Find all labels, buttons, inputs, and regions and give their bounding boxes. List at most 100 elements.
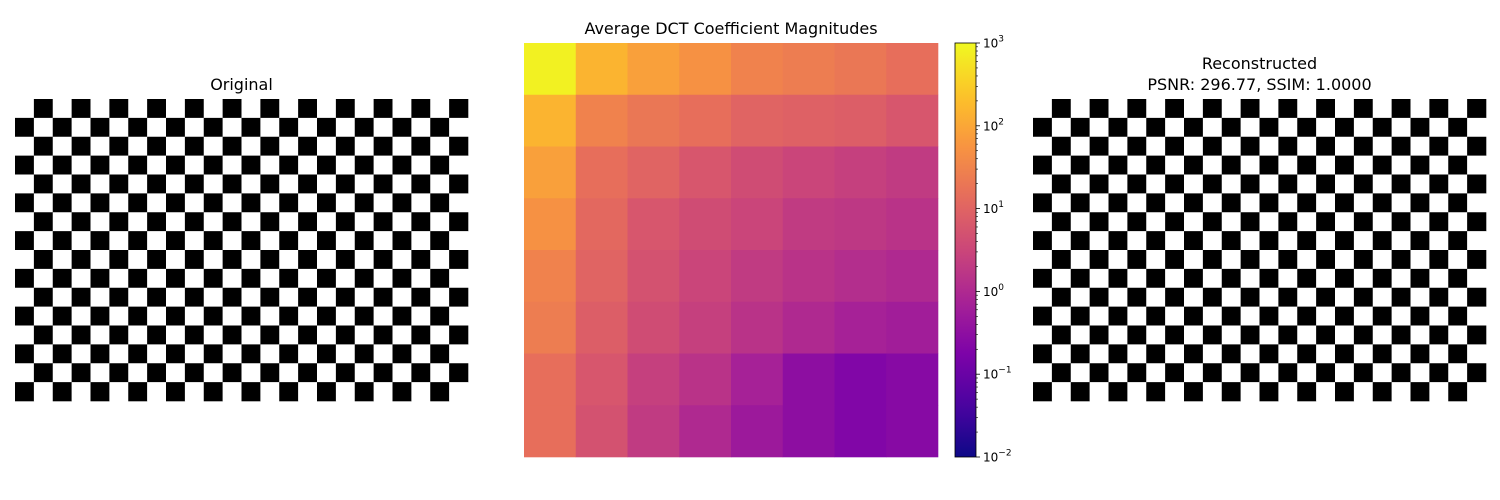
reconstructed-square	[1202, 363, 1223, 383]
heatmap-cell	[731, 353, 784, 406]
reconstructed-square	[1033, 136, 1053, 156]
original-square	[335, 231, 356, 251]
reconstructed-square	[1353, 382, 1374, 402]
reconstructed-square	[1391, 99, 1411, 119]
reconstructed-square	[1240, 174, 1260, 194]
original-square	[335, 212, 356, 232]
reconstructed-square	[1467, 344, 1487, 364]
original-square	[298, 344, 318, 364]
reconstructed-square	[1429, 344, 1449, 364]
heatmap-cell	[524, 198, 577, 251]
original-square	[222, 212, 242, 232]
reconstructed-square	[1353, 250, 1374, 270]
reconstructed-square	[1259, 268, 1279, 289]
reconstructed-square	[1127, 325, 1147, 345]
reconstructed-square	[1297, 306, 1317, 326]
reconstructed-square	[1202, 136, 1223, 156]
heatmap-cell	[679, 94, 732, 147]
heatmap-cell	[731, 301, 784, 354]
reconstructed-square	[1127, 344, 1147, 364]
original-square	[241, 174, 261, 194]
original-square	[166, 231, 186, 251]
reconstructed-square	[1316, 212, 1336, 232]
original-square	[33, 268, 54, 289]
reconstructed-square	[1165, 250, 1185, 270]
heatmap-cell	[679, 250, 732, 303]
original-square	[71, 382, 91, 402]
original-square	[354, 325, 374, 345]
reconstructed-square	[1033, 155, 1053, 175]
reconstructed-square	[1278, 250, 1298, 270]
original-square	[71, 268, 91, 289]
original-square	[392, 136, 412, 156]
original-square	[241, 363, 261, 383]
heatmap-cell	[834, 250, 887, 303]
reconstructed-square	[1429, 193, 1449, 213]
original-square	[128, 231, 148, 251]
reconstructed-square	[1184, 325, 1204, 345]
reconstructed-square	[1391, 382, 1411, 402]
original-square	[128, 382, 148, 402]
original-square	[260, 117, 280, 138]
reconstructed-square	[1108, 268, 1128, 289]
original-square	[222, 382, 242, 402]
colorbar-tick-label: 102	[983, 117, 1004, 133]
original-square	[260, 325, 280, 345]
original-title: Original	[210, 75, 273, 94]
reconstructed-square	[1391, 117, 1411, 138]
original-square	[298, 99, 318, 119]
original-square	[317, 306, 337, 326]
original-square	[298, 231, 318, 251]
original-square	[52, 174, 72, 194]
original-square	[260, 344, 280, 364]
original-square	[71, 174, 91, 194]
reconstructed-square	[1240, 382, 1260, 402]
heatmap-cell	[524, 43, 577, 96]
reconstructed-square	[1184, 382, 1204, 402]
reconstructed-square	[1353, 99, 1374, 119]
original-square	[335, 250, 356, 270]
original-square	[354, 193, 374, 213]
reconstructed-square	[1448, 306, 1468, 326]
reconstructed-square	[1429, 306, 1449, 326]
reconstructed-square	[1391, 212, 1411, 232]
reconstructed-square	[1070, 344, 1090, 364]
reconstructed-square	[1108, 344, 1128, 364]
reconstructed-square	[1410, 306, 1430, 326]
original-square	[166, 212, 186, 232]
reconstructed-square	[1278, 287, 1298, 307]
original-square	[411, 306, 431, 326]
original-square	[109, 117, 129, 138]
reconstructed-square	[1259, 250, 1279, 270]
reconstructed-square	[1070, 212, 1090, 232]
original-square	[33, 231, 54, 251]
reconstructed-square	[1429, 325, 1449, 345]
reconstructed-square	[1240, 325, 1260, 345]
reconstructed-square	[1221, 325, 1241, 345]
reconstructed-square	[1353, 287, 1374, 307]
original-square	[90, 344, 110, 364]
heatmap-cell	[627, 198, 680, 251]
reconstructed-square	[1297, 363, 1317, 383]
reconstructed-square	[1240, 193, 1260, 213]
original-square	[392, 250, 412, 270]
original-square	[71, 363, 91, 383]
original-square	[166, 136, 186, 156]
original-square	[128, 136, 148, 156]
reconstructed-square	[1372, 155, 1392, 175]
heatmap-cell	[679, 198, 732, 251]
original-square	[392, 174, 412, 194]
original-square	[392, 306, 412, 326]
reconstructed-square	[1297, 287, 1317, 307]
original-square	[52, 363, 72, 383]
reconstructed-square	[1146, 117, 1166, 138]
original-square	[90, 306, 110, 326]
reconstructed-square	[1410, 382, 1430, 402]
original-square	[373, 363, 393, 383]
original-square	[203, 193, 223, 213]
reconstructed-square	[1221, 268, 1241, 289]
original-square	[260, 136, 280, 156]
original-square	[184, 193, 205, 213]
original-square	[33, 212, 54, 232]
reconstructed-square	[1259, 382, 1279, 402]
